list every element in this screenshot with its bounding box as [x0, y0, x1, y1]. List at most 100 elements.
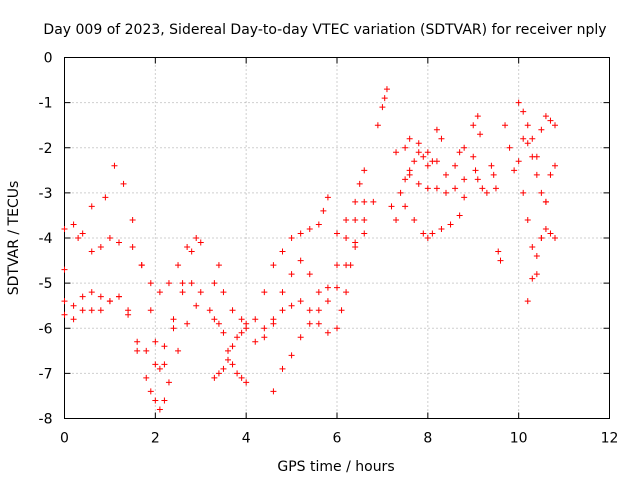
data-point — [461, 194, 468, 201]
data-point — [297, 257, 304, 264]
series-track-v — [520, 135, 549, 205]
data-point — [461, 176, 468, 183]
data-point — [279, 307, 286, 314]
data-point — [270, 388, 277, 395]
data-point — [315, 307, 322, 314]
data-point — [324, 329, 331, 336]
data-point — [343, 235, 350, 241]
data-point — [211, 374, 218, 381]
data-point — [143, 374, 150, 381]
series-track-b — [61, 221, 204, 372]
data-point — [429, 158, 436, 165]
data-point — [511, 167, 518, 174]
data-point — [334, 230, 340, 237]
y-tick-label: 0 — [44, 51, 53, 67]
data-point — [472, 167, 479, 174]
data-point — [229, 361, 236, 368]
axis-ticks: 0 2 4 6 8 10 12 0 -1 -2 -3 -4 -5 -6 -7 -8 — [39, 51, 619, 447]
data-point — [261, 334, 268, 341]
data-point — [315, 221, 322, 228]
x-tick-label: 2 — [151, 431, 160, 447]
data-point — [402, 176, 409, 183]
data-point — [470, 122, 477, 129]
data-point — [206, 307, 213, 314]
data-point — [147, 388, 154, 395]
data-point — [490, 171, 497, 178]
data-point — [97, 307, 104, 314]
data-point — [402, 144, 409, 151]
data-point — [215, 320, 222, 327]
data-point — [433, 126, 440, 133]
data-point — [502, 122, 509, 129]
data-point — [288, 235, 295, 241]
data-point — [495, 248, 502, 255]
data-point — [211, 280, 218, 287]
data-point — [175, 347, 182, 354]
series-track-i — [252, 198, 368, 345]
y-tick-label: -1 — [39, 96, 53, 112]
data-point — [188, 248, 195, 255]
data-point — [79, 307, 86, 314]
data-point — [361, 216, 368, 223]
y-tick-label: -8 — [39, 412, 53, 428]
data-point — [370, 198, 377, 205]
data-point — [152, 338, 159, 345]
data-point — [542, 225, 549, 232]
data-point — [252, 316, 259, 323]
data-point — [538, 235, 545, 241]
data-point — [106, 235, 113, 241]
series-track-f — [206, 307, 250, 354]
data-point — [470, 153, 477, 160]
x-axis-label: GPS time / hours — [277, 459, 394, 475]
data-point — [381, 95, 388, 102]
data-point — [343, 289, 350, 296]
y-axis-label: SDTVAR / TECUs — [6, 181, 22, 296]
data-point — [338, 307, 345, 314]
data-point — [79, 230, 86, 237]
data-point — [406, 167, 413, 174]
series-track-e — [211, 262, 250, 327]
data-point — [70, 221, 77, 228]
data-point — [547, 171, 554, 178]
data-point — [161, 361, 168, 368]
data-point — [429, 230, 436, 237]
data-point — [393, 149, 400, 156]
data-point — [552, 235, 558, 241]
data-point — [161, 397, 168, 404]
data-point — [361, 230, 368, 237]
data-point — [238, 374, 245, 381]
series-track-r — [488, 162, 504, 264]
data-point — [238, 329, 245, 336]
grid-lines — [64, 57, 610, 419]
data-point — [297, 230, 304, 237]
data-point — [165, 280, 172, 287]
data-point — [542, 198, 549, 205]
data-point — [261, 289, 268, 296]
data-point — [134, 347, 141, 354]
data-point — [175, 262, 182, 269]
data-point — [374, 122, 381, 129]
data-point — [520, 189, 527, 196]
data-point — [88, 289, 95, 296]
data-point — [134, 338, 141, 345]
data-point — [129, 244, 136, 251]
data-point — [197, 289, 204, 296]
data-point — [288, 271, 295, 278]
data-point — [197, 239, 204, 246]
data-point — [111, 162, 118, 169]
data-point — [533, 171, 540, 178]
data-point — [88, 307, 95, 314]
data-point — [297, 334, 304, 341]
data-point — [97, 244, 104, 251]
data-point — [461, 144, 468, 151]
data-point — [452, 162, 459, 169]
data-point — [252, 338, 259, 345]
series-track-m — [393, 135, 468, 178]
data-point — [306, 271, 313, 278]
series-track-a — [61, 162, 200, 296]
y-tick-label: -6 — [39, 321, 53, 337]
data-point — [152, 361, 159, 368]
data-point — [297, 298, 304, 305]
data-point — [520, 108, 527, 115]
data-point — [179, 280, 186, 287]
